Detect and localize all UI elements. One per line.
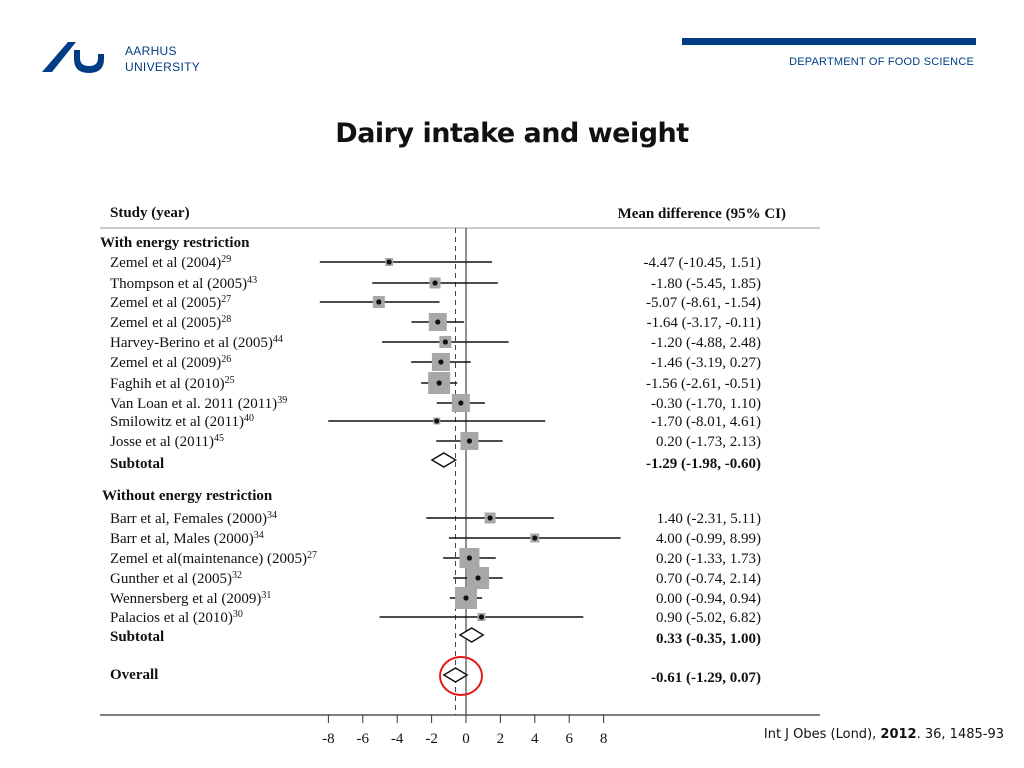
study-name: Wennersberg et al (2009)31 <box>110 590 271 608</box>
effect-value: -1.64 (-3.17, -0.11) <box>647 315 761 331</box>
point-estimate <box>532 535 538 541</box>
point-estimate <box>466 438 473 444</box>
effect-value: 0.20 (-1.33, 1.73) <box>656 551 761 567</box>
study-name: Smilowitz et al (2011)40 <box>110 413 254 431</box>
department-label: DEPARTMENT OF FOOD SCIENCE <box>789 56 974 68</box>
point-estimate <box>435 319 441 325</box>
study-name: Faghih et al (2010)25 <box>110 375 235 393</box>
study-name: Harvey-Berino et al (2005)44 <box>110 334 283 352</box>
effect-value: 1.40 (-2.31, 5.11) <box>657 511 761 527</box>
effect-value: -5.07 (-8.61, -1.54) <box>646 295 761 311</box>
overall-effect-value: -0.61 (-1.29, 0.07) <box>651 670 761 686</box>
header-accent-bar <box>682 38 976 45</box>
effect-value: 0.90 (-5.02, 6.82) <box>656 610 761 626</box>
x-tick-label: -8 <box>322 731 335 747</box>
study-name: Palacios et al (2010)30 <box>110 609 243 627</box>
point-estimate <box>436 380 442 386</box>
subtotal-diamond <box>458 627 485 643</box>
point-estimate <box>386 259 392 265</box>
effect-value: 0.00 (-0.94, 0.94) <box>656 591 761 607</box>
group-label-energy-restriction: With energy restriction <box>100 235 250 251</box>
logo-line1: AARHUS <box>125 44 177 58</box>
study-name: Zemel et al (2004)29 <box>110 254 231 272</box>
group-label-no-energy-restriction: Without energy restriction <box>102 488 273 504</box>
point-estimate <box>458 400 464 406</box>
effect-value: 0.20 (-1.73, 2.13) <box>656 434 761 450</box>
subtotal-label: Subtotal <box>110 456 164 472</box>
point-estimate <box>478 614 485 620</box>
study-name: Zemel et al (2005)28 <box>110 314 231 332</box>
x-tick-label: 0 <box>462 731 470 747</box>
x-tick-label: -4 <box>391 731 404 747</box>
study-name: Zemel et al (2009)26 <box>110 354 231 372</box>
overall-highlight-circle <box>439 656 483 696</box>
point-estimate <box>376 299 382 305</box>
point-estimate <box>432 280 438 286</box>
x-tick-label: 4 <box>531 731 539 747</box>
x-tick-label: -2 <box>425 731 438 747</box>
x-tick-label: 6 <box>565 731 573 747</box>
study-name: Gunther et al (2005)32 <box>110 570 242 588</box>
university-name: AARHUS UNIVERSITY <box>125 43 200 75</box>
overall-label: Overall <box>110 667 158 683</box>
study-name: Zemel et al (2005)27 <box>110 294 231 312</box>
logo-line2: UNIVERSITY <box>125 60 201 74</box>
citation-rest: . 36, 1485-93 <box>916 727 1004 742</box>
study-name: Josse et al (2011)45 <box>110 433 224 451</box>
effect-value: -4.47 (-10.45, 1.51) <box>644 255 761 271</box>
effect-value: 0.70 (-0.74, 2.14) <box>656 571 761 587</box>
study-name: Thompson et al (2005)43 <box>110 275 257 293</box>
effect-value: -1.80 (-5.45, 1.85) <box>651 276 761 292</box>
point-estimate <box>434 418 440 424</box>
point-estimate <box>466 555 473 561</box>
point-estimate <box>475 575 481 581</box>
study-name: Zemel et al(maintenance) (2005)27 <box>110 550 317 568</box>
column-header-study: Study (year) <box>110 205 190 221</box>
x-tick-label: 2 <box>497 731 505 747</box>
effect-value: -0.30 (-1.70, 1.10) <box>651 396 761 412</box>
x-tick-label: -6 <box>357 731 370 747</box>
subtotal-diamond <box>430 452 458 468</box>
effect-value: -1.56 (-2.61, -0.51) <box>646 376 761 392</box>
citation: Int J Obes (Lond), 2012. 36, 1485-93 <box>764 727 1004 742</box>
effect-value: 4.00 (-0.99, 8.99) <box>656 531 761 547</box>
study-name: Van Loan et al. 2011 (2011)39 <box>110 395 287 413</box>
effect-value: -1.46 (-3.19, 0.27) <box>651 355 761 371</box>
aarhus-university-logo <box>42 42 104 73</box>
subtotal-label: Subtotal <box>110 629 164 645</box>
subtotal-effect-value: 0.33 (-0.35, 1.00) <box>656 631 761 647</box>
subtotal-effect-value: -1.29 (-1.98, -0.60) <box>646 456 761 472</box>
slide-title: Dairy intake and weight <box>335 118 689 149</box>
citation-journal: Int J Obes (Lond), <box>763 727 877 742</box>
x-tick-label: 8 <box>600 731 608 747</box>
effect-value: -1.70 (-8.01, 4.61) <box>651 414 761 430</box>
point-estimate <box>438 359 444 365</box>
effect-value: -1.20 (-4.88, 2.48) <box>651 335 761 351</box>
study-name: Barr et al, Females (2000)34 <box>110 510 277 528</box>
study-name: Barr et al, Males (2000)34 <box>110 530 264 548</box>
point-estimate <box>487 515 493 521</box>
citation-year: 2012 <box>880 727 917 742</box>
column-header-effect: Mean difference (95% CI) <box>618 206 786 222</box>
point-estimate <box>442 339 448 345</box>
point-estimate <box>463 595 469 601</box>
